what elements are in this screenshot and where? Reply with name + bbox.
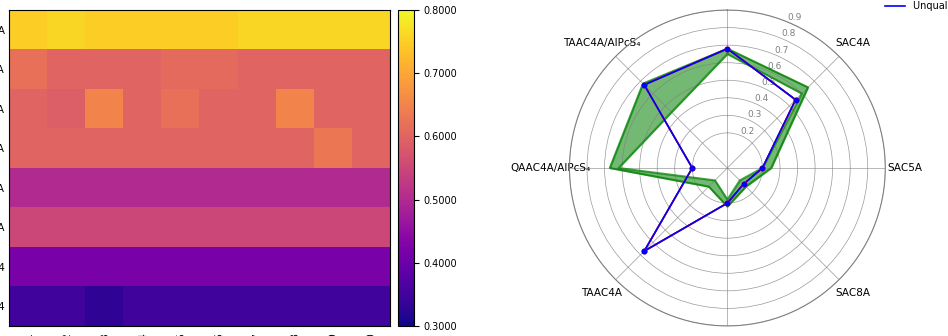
Point	[720, 46, 735, 51]
Unqualified pruduct 1	[721, 47, 733, 51]
Polygon shape	[619, 54, 802, 200]
Line: Unqualified pruduct 1: Unqualified pruduct 1	[645, 49, 795, 251]
Point	[720, 200, 735, 206]
Point	[755, 165, 770, 171]
Unqualified pruduct 1	[686, 166, 698, 170]
Point	[736, 181, 751, 187]
Unqualified pruduct 3	[738, 182, 749, 186]
Point	[755, 165, 770, 171]
Point	[684, 165, 700, 171]
Point	[736, 181, 751, 187]
Unqualified pruduct 3	[721, 47, 733, 51]
Polygon shape	[610, 49, 808, 207]
Point	[755, 165, 770, 171]
Unqualified pruduct 2	[721, 47, 733, 51]
Unqualified pruduct 1	[639, 249, 650, 253]
Point	[788, 97, 803, 102]
Line: Unqualified pruduct 3: Unqualified pruduct 3	[645, 49, 795, 251]
Unqualified pruduct 2	[721, 201, 733, 205]
Point	[788, 97, 803, 102]
Point	[637, 82, 652, 88]
Unqualified pruduct 1	[721, 47, 733, 51]
Line: Unqualified pruduct 2: Unqualified pruduct 2	[645, 49, 795, 251]
Point	[637, 82, 652, 88]
Unqualified pruduct 2	[721, 47, 733, 51]
Unqualified pruduct 2	[639, 249, 650, 253]
Unqualified pruduct 3	[639, 83, 650, 87]
Unqualified pruduct 1	[757, 166, 768, 170]
Point	[720, 200, 735, 206]
Point	[736, 181, 751, 187]
Legend: Unqualified pruduct 1, Unqualified pruduct 2, Unqualified pruduct 3: Unqualified pruduct 1, Unqualified prudu…	[882, 0, 948, 15]
Point	[637, 248, 652, 254]
Unqualified pruduct 3	[686, 166, 698, 170]
Unqualified pruduct 2	[790, 98, 801, 102]
Unqualified pruduct 1	[639, 83, 650, 87]
Point	[637, 82, 652, 88]
Point	[684, 165, 700, 171]
Point	[720, 46, 735, 51]
Unqualified pruduct 3	[757, 166, 768, 170]
Point	[637, 248, 652, 254]
Unqualified pruduct 3	[639, 249, 650, 253]
Unqualified pruduct 2	[757, 166, 768, 170]
Point	[788, 97, 803, 102]
Unqualified pruduct 3	[721, 201, 733, 205]
Unqualified pruduct 2	[686, 166, 698, 170]
Unqualified pruduct 2	[639, 83, 650, 87]
Point	[637, 248, 652, 254]
Unqualified pruduct 3	[721, 47, 733, 51]
Unqualified pruduct 2	[738, 182, 749, 186]
Unqualified pruduct 1	[721, 201, 733, 205]
Point	[684, 165, 700, 171]
Unqualified pruduct 3	[790, 98, 801, 102]
Point	[720, 200, 735, 206]
Unqualified pruduct 1	[790, 98, 801, 102]
Unqualified pruduct 1	[738, 182, 749, 186]
Point	[720, 46, 735, 51]
